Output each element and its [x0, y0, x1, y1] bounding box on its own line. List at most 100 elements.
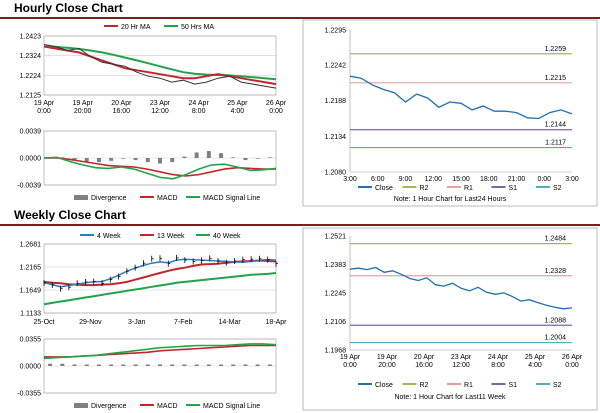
hourly-legend-50hr-ma-label: 50 Hrs MA [181, 24, 214, 31]
weekly-pivot-legend-s1-label: S1 [509, 382, 518, 389]
hourly-xtick-2: 20 Apr 16:00 [111, 100, 132, 115]
hourly-50hr-ma-line [43, 45, 277, 81]
hourly-macd-divergence-bar-10 [170, 158, 175, 163]
hourly-macd-divergence-bar-3 [84, 158, 89, 162]
hourly-pivot-note: Note: 1 Hour Chart for Last24 Hours [394, 196, 507, 203]
hourly-ytick-0: 1.2423 [20, 34, 42, 41]
weekly-macd-divergence-bar-9 [158, 364, 162, 366]
weekly-macd-divergence-bar-15 [231, 364, 236, 366]
weekly-macd-divergence-bar-4 [96, 364, 101, 366]
hourly-pivot-xtick-0: 3:00 [343, 176, 357, 183]
hourly-macd-macd-line [43, 156, 277, 180]
weekly-macd-divergence-bar-17 [255, 364, 260, 366]
hourly-macd-divergence-bar-15 [231, 157, 236, 158]
weekly-ytick-2: 1.1649 [20, 288, 42, 295]
weekly-13-week-line [43, 259, 277, 287]
weekly-macd-divergence-bar-16 [243, 364, 248, 366]
hourly-section-rule [0, 17, 600, 19]
weekly-pivot-note: Note: 1 Hour Chart for Last11 Week [394, 394, 506, 401]
hourly-macd-divergence-bar-1 [60, 157, 65, 158]
hourly-pivot-legend-s2-label: S2 [553, 185, 562, 192]
hourly-pivot-ytick-2: 1.2188 [325, 98, 347, 105]
weekly-macd-divergence-bar-2 [72, 364, 77, 366]
hourly-macd-ytick-0: 0.0039 [20, 129, 42, 136]
weekly-pivot-xtick-2: 20 Apr 16:00 [414, 354, 435, 369]
weekly-macd-legend-divergence-label: Divergence [91, 403, 127, 410]
weekly-pivot-r2-value: 1.2484 [545, 236, 567, 243]
weekly-close-chart: 1.2681 1.2165 1.1649 1.1133 4 Week 13 Week 40 … [20, 233, 288, 326]
hourly-pivot-panel-border [302, 19, 598, 207]
weekly-40-week-line [43, 272, 277, 306]
hourly-macd-divergence-bar-14 [219, 153, 224, 158]
weekly-macd-ytick-0: 0.0355 [20, 337, 42, 344]
weekly-pivot-xtick-6: 26 Apr 0:00 [562, 354, 583, 369]
weekly-pivot-ytick-2: 1.2245 [325, 290, 347, 297]
hourly-macd-ytick-2: -0.0039 [17, 183, 41, 190]
hourly-pivot-xtick-7: 0:00 [537, 176, 551, 183]
weekly-pivot-xtick-5: 25 Apr 4:00 [525, 354, 546, 369]
weekly-ytick-1: 1.2165 [20, 265, 42, 272]
hourly-macd-legend-macd-label: MACD [157, 195, 178, 202]
weekly-macd-divergence-bar-6 [121, 364, 126, 366]
hourly-macd-chart: 0.0039 0.0000 -0.0039 Divergence MACD MACD Si… [17, 129, 277, 202]
weekly-macd-divergence-bar-0 [48, 363, 53, 366]
hourly-pivot-ytick-3: 1.2134 [325, 134, 347, 141]
hourly-pivot-ytick-4: 1.2080 [325, 170, 347, 177]
hourly-xtick-6: 26 Apr 0:00 [266, 100, 287, 115]
hourly-pivot-legend-r2-label: R2 [420, 185, 429, 192]
weekly-legend-13-week-label: 13 Week [157, 233, 185, 240]
weekly-macd-divergence-bar-3 [84, 364, 89, 366]
weekly-legend-4-week-label: 4 Week [97, 233, 121, 240]
hourly-ytick-2: 1.2224 [20, 73, 42, 80]
hourly-ytick-1: 1.2324 [20, 53, 42, 60]
hourly-legend-20hr-ma-label: 20 Hr MA [121, 24, 151, 31]
weekly-pivot-xtick-4: 24 Apr 8:00 [488, 354, 509, 369]
weekly-section-rule [0, 224, 600, 226]
weekly-xtick-4: 14-Mar [219, 319, 242, 326]
weekly-pivot-ytick-0: 1.2521 [325, 234, 347, 241]
hourly-section-title: Hourly Close Chart [0, 0, 600, 16]
weekly-macd-legend-signal-label: MACD Signal Line [203, 403, 260, 410]
hourly-macd-divergence-bar-7 [133, 158, 138, 161]
hourly-pivot-xtick-6: 21:00 [508, 176, 526, 183]
hourly-pivot-legend-r1-label: R1 [464, 185, 473, 192]
weekly-macd-ytick-1: 0.0000 [20, 364, 42, 371]
weekly-pivot-s2-value: 1.2004 [545, 335, 567, 342]
hourly-pivot-ytick-1: 1.2242 [325, 63, 347, 70]
hourly-macd-divergence-bar-6 [121, 158, 126, 159]
hourly-pivot-s1-value: 1.2144 [545, 122, 567, 129]
hourly-pivot-r2-value: 1.2259 [545, 46, 567, 53]
weekly-xtick-5: 18-Apr [265, 319, 287, 326]
weekly-pivot-xtick-1: 19 Apr 20:00 [377, 354, 398, 369]
weekly-macd-plot-frame [43, 338, 277, 394]
hourly-pivot-xtick-3: 12:00 [424, 176, 442, 183]
hourly-xtick-5: 25 Apr 4:00 [227, 100, 248, 115]
hourly-pivot-xtick-5: 18:00 [480, 176, 498, 183]
hourly-20hr-ma-line [43, 45, 277, 86]
weekly-macd-divergence-bar-1 [60, 363, 65, 366]
weekly-macd-divergence-bar-13 [206, 364, 211, 366]
hourly-plot-frame [43, 35, 277, 96]
hourly-xtick-0: 19 Apr 0:00 [34, 100, 55, 115]
weekly-macd-divergence-bar-7 [133, 364, 138, 366]
weekly-pivot-ytick-4: 1.1968 [325, 348, 347, 355]
weekly-pivot-r1-value: 1.2328 [545, 268, 567, 275]
hourly-macd-divergence-bar-5 [109, 158, 114, 161]
hourly-macd-divergence-bar-9 [158, 158, 162, 164]
hourly-macd-ytick-1: 0.0000 [20, 156, 42, 163]
hourly-macd-divergence-bar-11 [182, 156, 187, 158]
weekly-macd-divergence-bar-11 [182, 364, 187, 366]
hourly-macd-divergence-bar-13 [206, 151, 211, 158]
hourly-ytick-3: 1.2125 [20, 93, 42, 100]
weekly-macd-legend-divergence-swatch [74, 403, 88, 408]
weekly-macd-ytick-2: -0.0355 [17, 391, 41, 398]
hourly-pivot-close-line [349, 75, 573, 120]
hourly-xtick-3: 23 Apr 12:00 [150, 100, 171, 115]
hourly-close-chart: 1.2423 1.2324 1.2224 1.2125 20 Hr MA 50 Hrs M… [20, 24, 287, 115]
hourly-pivot-chart: 1.2295 1.2242 1.2188 1.2134 1.2080 1.2259 1.22… [302, 19, 598, 207]
weekly-pivot-xtick-3: 23 Apr 12:00 [451, 354, 472, 369]
weekly-pivot-legend-close-label: Close [375, 382, 393, 389]
weekly-xtick-0: 25-Oct [33, 319, 54, 326]
hourly-pivot-xtick-8: 3:00 [565, 176, 579, 183]
weekly-macd-divergence-bar-14 [219, 364, 224, 366]
